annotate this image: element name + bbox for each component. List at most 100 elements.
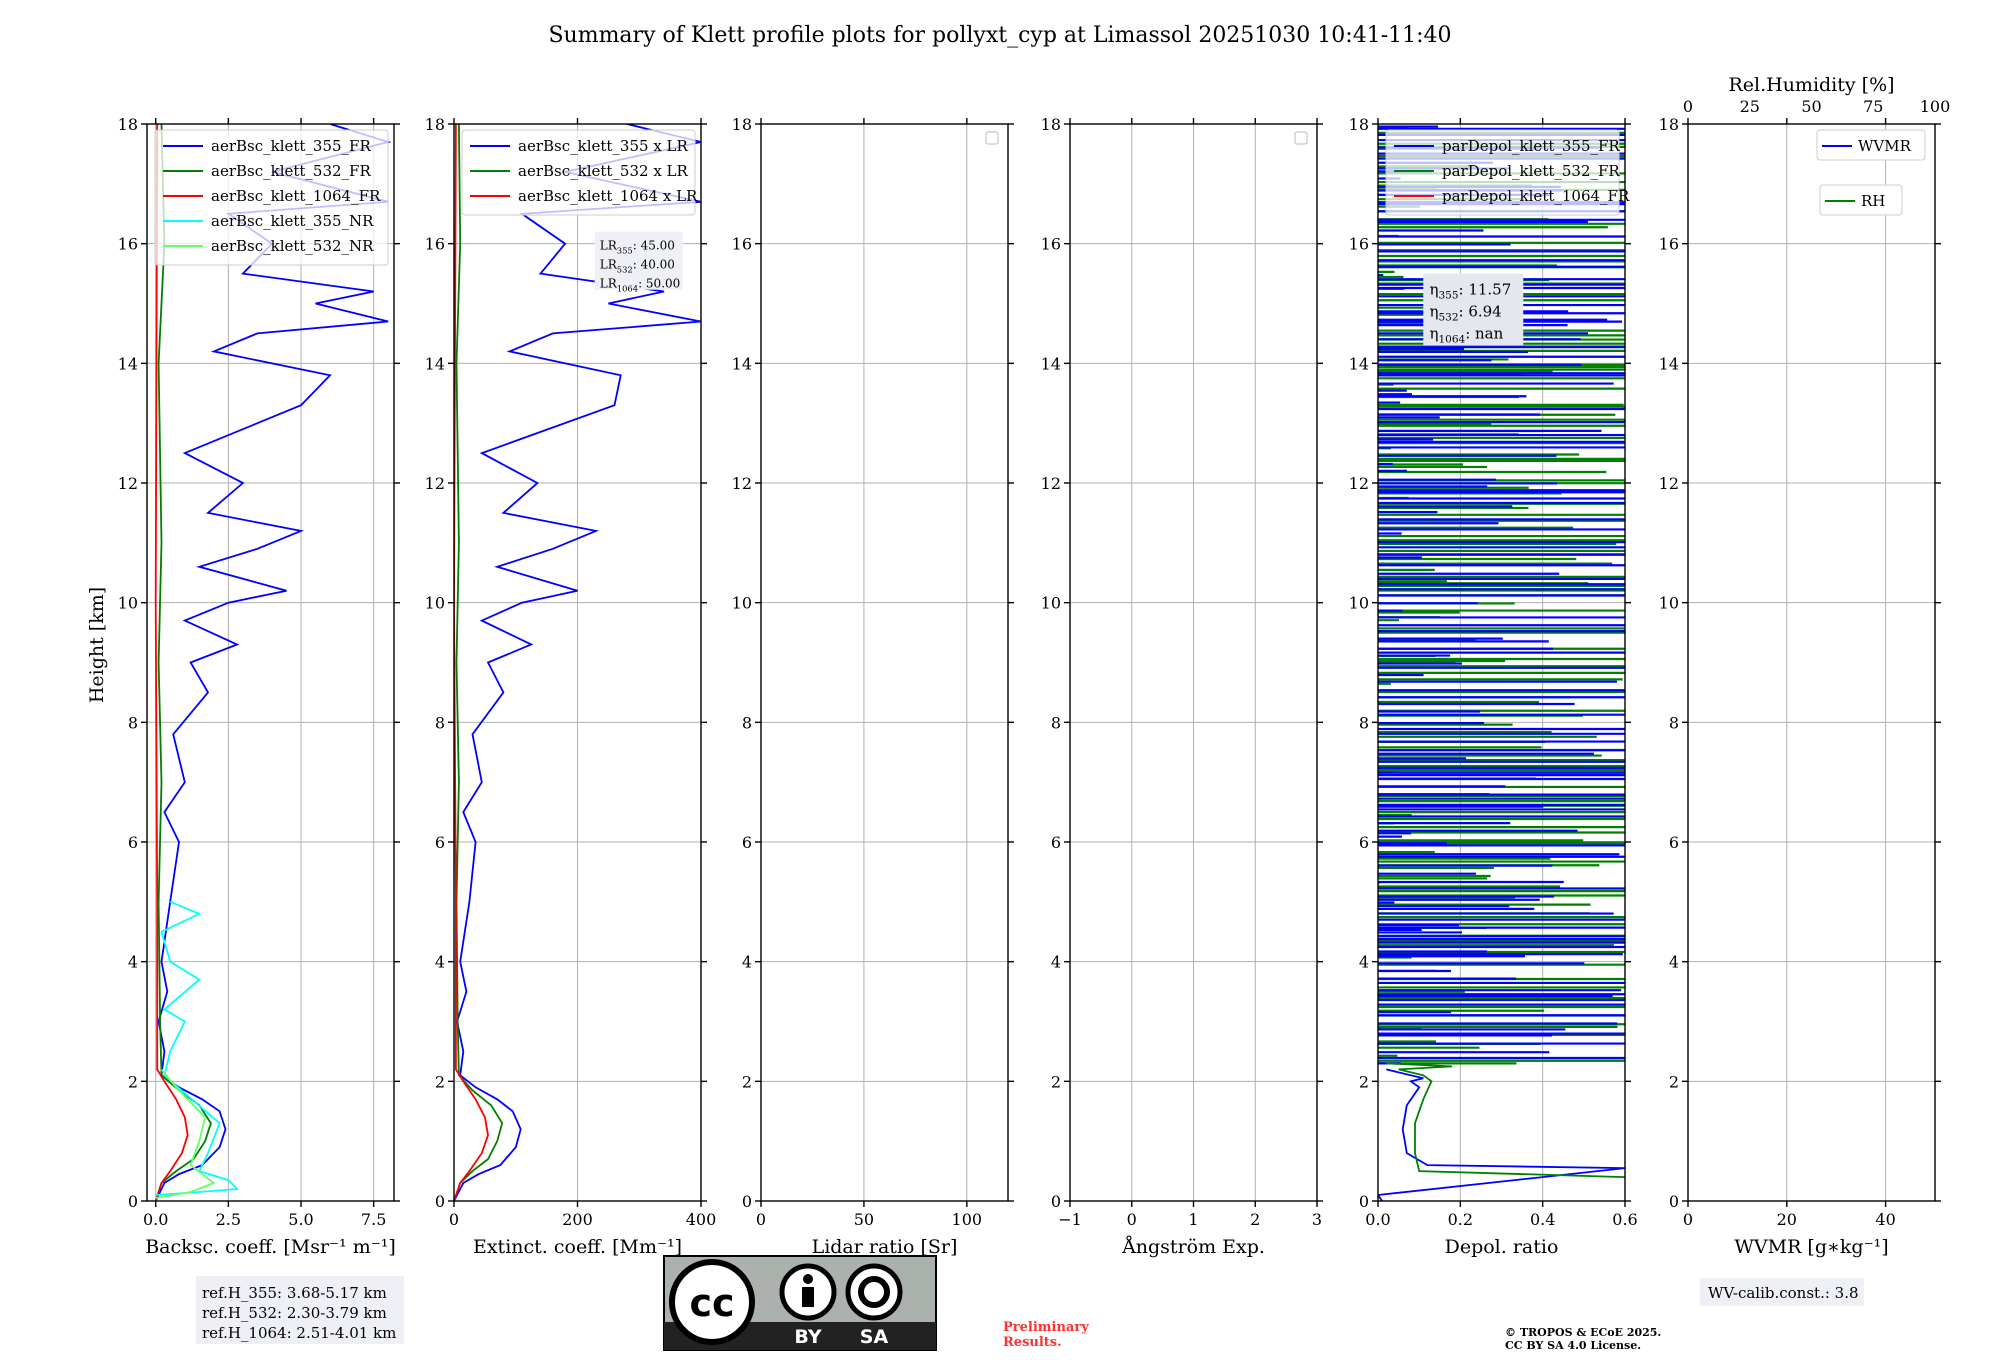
- x-tick-label: 0: [1683, 1210, 1693, 1229]
- ref-h-532: ref.H_532: 2.30-3.79 km: [202, 1304, 387, 1322]
- axes-frame: [1377, 123, 1626, 1202]
- eta-box: [1423, 273, 1524, 346]
- depol-noise-355: [1378, 125, 1625, 1065]
- empty-legend-icon: [1294, 131, 1308, 145]
- y-tick-label: 14: [732, 354, 752, 373]
- empty-legend-icon: [985, 131, 999, 145]
- y-tick-label: 12: [732, 474, 752, 493]
- y-tick-label: 2: [1669, 1072, 1679, 1091]
- x-tick-label: 400: [686, 1210, 717, 1229]
- x-axis-label: Depol. ratio: [1445, 1236, 1559, 1258]
- x-axis-label: Extinct. coeff. [Mm⁻¹]: [473, 1236, 682, 1258]
- legend-entry: RH: [1861, 192, 1885, 210]
- sa-label: SA: [860, 1326, 889, 1348]
- x-axis-label: Lidar ratio [Sr]: [812, 1236, 958, 1258]
- y-tick-label: 4: [1669, 953, 1679, 972]
- y-tick-label: 14: [1349, 354, 1369, 373]
- y-tick-label: 12: [425, 474, 445, 493]
- top-tick-label: 75: [1863, 97, 1883, 116]
- y-tick-label: 14: [118, 354, 138, 373]
- preliminary-label-2: Results.: [1003, 1335, 1062, 1350]
- cc-logo-text: cc: [689, 1281, 734, 1325]
- legend-entry: aerBsc_klett_532_FR: [211, 162, 371, 180]
- y-tick-label: 2: [1051, 1072, 1061, 1091]
- top-tick-label: 25: [1740, 97, 1760, 116]
- lidar-ratio-text: LR355: 45.00: [600, 239, 675, 256]
- x-tick-label: 0.6: [1612, 1210, 1637, 1229]
- x-tick-label: 0.2: [1448, 1210, 1473, 1229]
- series-line-355: [454, 124, 701, 1201]
- x-tick-label: 0.4: [1530, 1210, 1555, 1229]
- y-tick-label: 4: [742, 953, 752, 972]
- y-tick-label: 10: [732, 594, 752, 613]
- lidar-ratio-text: LR1064: 50.00: [600, 277, 681, 294]
- y-tick-label: 10: [1041, 594, 1061, 613]
- eta-text: η355: 11.57: [1429, 281, 1511, 302]
- series-line-532: [1386, 1062, 1625, 1178]
- y-tick-label: 2: [128, 1072, 138, 1091]
- y-tick-label: 4: [1051, 953, 1061, 972]
- series-line-1064: [454, 124, 489, 1201]
- series-line-aerBsc_klett_532_NR: [155, 1068, 216, 1199]
- y-tick-label: 8: [1359, 713, 1369, 732]
- wv-calib-box: WV-calib.const.: 3.8: [1700, 1278, 1864, 1306]
- x-tick-label: 0: [449, 1210, 459, 1229]
- eta-text: η1064: nan: [1429, 325, 1503, 346]
- y-tick-label: 2: [1359, 1072, 1369, 1091]
- top-tick-label: 100: [1920, 97, 1951, 116]
- y-tick-label: 16: [1659, 235, 1679, 254]
- copyright-line-1: © TROPOS & ECoE 2025.: [1505, 1326, 1661, 1339]
- y-tick-label: 18: [425, 115, 445, 134]
- preliminary-label: Preliminary: [1003, 1320, 1089, 1335]
- series-line-aerBsc_klett_532_FR: [154, 124, 212, 1201]
- x-tick-label: −1: [1058, 1210, 1082, 1229]
- ref-h-355: ref.H_355: 3.68-5.17 km: [202, 1284, 387, 1302]
- y-tick-label: 2: [742, 1072, 752, 1091]
- top-tick-label: 50: [1801, 97, 1821, 116]
- y-tick-label: 18: [118, 115, 138, 134]
- wv-calib-text: WV-calib.const.: 3.8: [1708, 1284, 1859, 1302]
- y-tick-label: 4: [1359, 953, 1369, 972]
- legend-entry: aerBsc_klett_355_FR: [211, 137, 371, 155]
- legend-entry: aerBsc_klett_355_NR: [211, 212, 374, 230]
- y-tick-label: 16: [1349, 235, 1369, 254]
- axes-frame: [1687, 123, 1936, 1202]
- legend-entry: WVMR: [1858, 137, 1912, 155]
- y-tick-label: 6: [128, 833, 138, 852]
- ref-h-1064: ref.H_1064: 2.51-4.01 km: [202, 1324, 396, 1342]
- x-tick-label: 20: [1777, 1210, 1797, 1229]
- y-tick-label: 18: [1041, 115, 1061, 134]
- axes-frame: [146, 123, 395, 1202]
- copyright-line-2: CC BY SA 4.0 License.: [1505, 1339, 1641, 1352]
- plot-area: [154, 124, 392, 1201]
- x-tick-label: 50: [854, 1210, 874, 1229]
- x-tick-label: 0: [756, 1210, 766, 1229]
- y-tick-label: 16: [1041, 235, 1061, 254]
- legend-entry: parDepol_klett_532_FR: [1442, 162, 1620, 180]
- y-tick-label: 6: [435, 833, 445, 852]
- y-tick-label: 10: [1349, 594, 1369, 613]
- y-tick-label: 0: [128, 1192, 138, 1211]
- x-tick-label: 2.5: [216, 1210, 241, 1229]
- y-tick-label: 4: [128, 953, 138, 972]
- x-axis-label: WVMR [g∗kg⁻¹]: [1734, 1236, 1888, 1258]
- reference-heights-box: ref.H_355: 3.68-5.17 km ref.H_532: 2.30-…: [196, 1276, 404, 1344]
- y-tick-label: 8: [1669, 713, 1679, 732]
- y-tick-label: 14: [1041, 354, 1061, 373]
- y-tick-label: 14: [425, 354, 445, 373]
- series-line-aerBsc_klett_355_NR: [155, 900, 240, 1196]
- y-tick-label: 6: [1669, 833, 1679, 852]
- x-tick-label: 200: [562, 1210, 593, 1229]
- y-tick-label: 16: [425, 235, 445, 254]
- lidar-ratio-box: [594, 231, 683, 290]
- y-tick-label: 6: [1051, 833, 1061, 852]
- panel-5: 0 2 4 6 8 10 12 14 16 18 0.0 0.2 0.4 0.6 Depol. ratio p…: [1349, 115, 1638, 1258]
- y-tick-label: 12: [1349, 474, 1369, 493]
- y-tick-label: 12: [1659, 474, 1679, 493]
- y-tick-label: 6: [742, 833, 752, 852]
- y-tick-label: 2: [435, 1072, 445, 1091]
